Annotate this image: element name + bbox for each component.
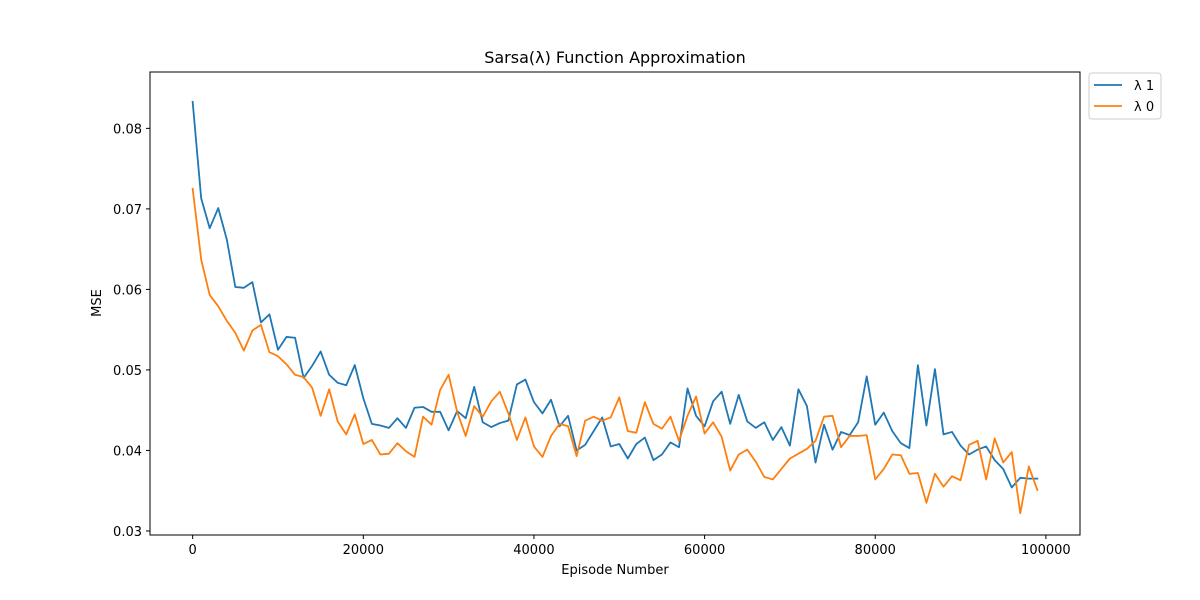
chart-title: Sarsa(λ) Function Approximation	[484, 48, 746, 67]
x-axis-ticks: 0 20000 40000 60000 80000 100000	[189, 535, 1071, 558]
legend: λ 1λ 0	[1088, 72, 1162, 120]
axes-background	[150, 72, 1080, 535]
y-tick-label: 0.04	[113, 444, 142, 459]
y-axis-ticks: 0.03 0.04 0.05 0.06 0.07 0.08	[113, 122, 150, 540]
y-axis-label: MSE	[90, 289, 105, 317]
plot-area	[150, 72, 1080, 535]
x-tick-label: 0	[189, 543, 197, 558]
axes-frame	[149, 71, 1081, 536]
y-tick-label: 0.06	[113, 283, 142, 298]
y-tick-label: 0.03	[113, 525, 142, 540]
series-layer	[191, 100, 1039, 515]
x-tick-label: 40000	[513, 543, 554, 558]
series-line-2	[191, 187, 1039, 515]
legend-label: λ 0	[1134, 100, 1154, 115]
x-axis-label: Episode Number	[561, 563, 669, 578]
y-tick-label: 0.08	[113, 122, 142, 137]
x-tick-label: 80000	[855, 543, 896, 558]
legend-label: λ 1	[1134, 79, 1154, 94]
x-tick-label: 60000	[684, 543, 725, 558]
series-line-1	[191, 100, 1039, 489]
y-tick-label: 0.07	[113, 203, 142, 218]
x-tick-label: 100000	[1021, 543, 1071, 558]
y-tick-label: 0.05	[113, 364, 142, 379]
x-tick-label: 20000	[343, 543, 384, 558]
